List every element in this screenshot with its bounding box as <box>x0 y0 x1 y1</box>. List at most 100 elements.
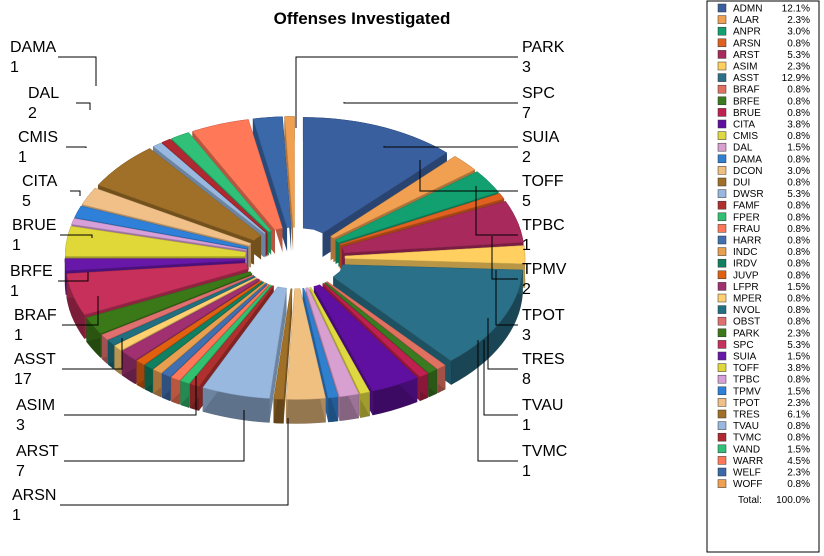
legend-label: SUIA <box>733 352 757 363</box>
legend-label: WELF <box>733 468 761 479</box>
legend-percent: 3.0% <box>787 27 810 38</box>
legend-label: VAND <box>733 444 760 455</box>
callout-name: TPMV <box>522 261 567 278</box>
leader-tvmc <box>477 340 518 462</box>
legend-item-tres: TRES 6.1% <box>717 410 810 421</box>
legend-item-irdv: IRDV 0.8% <box>717 259 810 270</box>
legend-swatch <box>717 467 727 477</box>
callout-name: ARSN <box>12 487 56 504</box>
slice-obst <box>101 274 255 341</box>
callout-tres: TRES 8 <box>522 351 565 388</box>
legend-label: ALAR <box>733 15 759 26</box>
slice-brfe <box>323 282 438 374</box>
callout-value: 1 <box>14 327 23 344</box>
callout-name: DAL <box>28 85 59 102</box>
callout-tpmv: TPMV 2 <box>522 261 567 298</box>
legend-label: HARR <box>733 236 761 247</box>
leader-braf <box>62 296 99 326</box>
callout-name: ASST <box>14 351 56 368</box>
legend-label: ARSN <box>733 38 761 49</box>
callout-name: BRUE <box>12 217 56 234</box>
legend-percent: 12.1% <box>782 4 810 15</box>
slice-toff <box>64 225 247 257</box>
legend-swatch <box>717 108 727 117</box>
slice-warr <box>192 119 283 231</box>
legend-swatch <box>717 444 727 454</box>
callout-braf: BRAF 1 <box>14 307 57 344</box>
callout-value: 1 <box>522 417 531 434</box>
legend-swatch <box>717 432 727 442</box>
legend-item-park: PARK 2.3% <box>717 328 810 339</box>
legend-item-cmis: CMIS 0.8% <box>717 131 810 142</box>
slice-cmis <box>309 286 371 394</box>
legend-percent: 0.8% <box>787 131 810 142</box>
slice-mper <box>114 277 258 351</box>
legend-item-famf: FAMF 0.8% <box>717 201 810 212</box>
callout-value: 5 <box>22 193 31 210</box>
legend-swatch <box>717 316 727 326</box>
legend-swatch <box>717 340 727 349</box>
callout-park: PARK 3 <box>522 39 565 76</box>
legend-percent: 2.3% <box>787 328 810 339</box>
callout-value: 1 <box>522 237 531 254</box>
legend-label: ASIM <box>733 62 757 73</box>
legend-item-cita: CITA 3.8% <box>717 120 810 131</box>
callout-name: SUIA <box>522 129 560 146</box>
callout-asst: ASST 17 <box>14 351 56 388</box>
callout-value: 1 <box>10 59 19 76</box>
legend-label: MPER <box>733 294 762 305</box>
callout-name: TOFF <box>522 173 564 190</box>
slice-woff <box>284 116 295 228</box>
callout-value: 1 <box>18 149 27 166</box>
legend-percent: 5.3% <box>787 50 810 61</box>
legend-label: TRES <box>733 410 760 421</box>
callout-value: 1 <box>12 507 21 524</box>
legend-swatch <box>717 270 727 280</box>
callout-tvmc: TVMC 1 <box>522 443 567 480</box>
legend-label: WOFF <box>733 479 762 490</box>
legend-item-harr: HARR 0.8% <box>717 236 810 247</box>
legend-percent: 3.8% <box>787 120 810 131</box>
legend-percent: 1.5% <box>787 444 810 455</box>
legend-percent: 0.8% <box>787 479 810 490</box>
legend-swatch <box>717 84 727 94</box>
legend-percent: 5.3% <box>787 189 810 200</box>
legend-swatch <box>717 456 727 465</box>
callout-value: 1 <box>522 463 531 480</box>
callout-value: 3 <box>16 417 25 434</box>
legend-swatch <box>717 247 727 256</box>
callout-value: 2 <box>522 281 531 298</box>
legend-swatch <box>717 189 727 198</box>
legend-item-anpr: ANPR 3.0% <box>717 27 810 38</box>
legend-percent: 2.3% <box>787 15 810 26</box>
callout-value: 1 <box>12 237 21 254</box>
legend-label: FRAU <box>733 224 760 235</box>
callout-spc: SPC 7 <box>522 85 555 122</box>
legend-swatch <box>717 305 727 314</box>
legend-percent: 0.8% <box>787 421 810 432</box>
legend-percent: 0.8% <box>787 201 810 212</box>
callout-name: CITA <box>22 173 58 190</box>
leader-dal <box>76 102 91 110</box>
legend-swatch <box>717 15 727 24</box>
legend: ADMN 12.1% ALAR 2.3% ANPR 3.0% ARSN 0.8% ARST 5.3… <box>706 0 820 553</box>
legend-item-tvau: TVAU 0.8% <box>717 421 810 432</box>
callout-value: 5 <box>522 193 531 210</box>
legend-percent: 1.5% <box>787 352 810 363</box>
legend-swatch <box>717 50 727 59</box>
pie-tops <box>64 116 526 400</box>
legend-label: TVMC <box>733 433 761 444</box>
callout-name: TPOT <box>522 307 565 324</box>
legend-swatch <box>717 224 727 233</box>
legend-label: WARR <box>733 456 763 467</box>
callout-value: 1 <box>10 283 19 300</box>
legend-swatch <box>717 363 727 372</box>
legend-item-dal: DAL 1.5% <box>717 143 810 154</box>
legend-percent: 5.3% <box>787 340 810 351</box>
legend-label: CITA <box>733 120 755 131</box>
legend-percent: 0.8% <box>787 433 810 444</box>
legend-percent: 1.5% <box>787 282 810 293</box>
slice-arst <box>341 201 524 254</box>
legend-label: LFPR <box>733 282 759 293</box>
legend-item-welf: WELF 2.3% <box>717 467 810 479</box>
